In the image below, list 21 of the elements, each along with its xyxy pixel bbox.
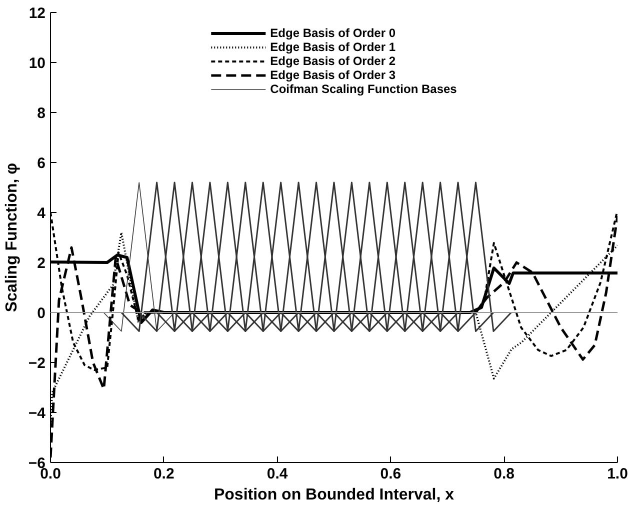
legend-label: Edge Basis of Order 0 [270, 26, 396, 40]
y-tick-label: 6 [37, 155, 46, 172]
y-tick-label: 8 [37, 105, 46, 122]
y-tick-label: 10 [28, 55, 46, 72]
y-tick-label: 0 [37, 305, 46, 322]
legend-label: Coifman Scaling Function Bases [270, 82, 457, 96]
x-tick-label: 0.6 [380, 466, 402, 482]
y-axis-title: Scaling Function, φ [3, 162, 20, 312]
x-tick-label: 1.0 [607, 466, 628, 482]
x-tick-label: 0.4 [266, 466, 288, 482]
legend-label: Edge Basis of Order 1 [270, 40, 396, 54]
legend-label: Edge Basis of Order 3 [270, 68, 396, 82]
y-tick-label: 12 [28, 5, 46, 22]
y-tick-label: −4 [28, 405, 46, 422]
y-tick-label: 4 [37, 205, 46, 222]
legend-label: Edge Basis of Order 2 [270, 54, 396, 68]
x-axis-title: Position on Bounded Interval, x [214, 486, 454, 504]
y-tick-label: 2 [37, 255, 46, 272]
x-tick-label: 0.8 [494, 466, 515, 482]
x-tick-label: 0.2 [153, 466, 174, 482]
y-tick-label: −2 [28, 355, 46, 372]
